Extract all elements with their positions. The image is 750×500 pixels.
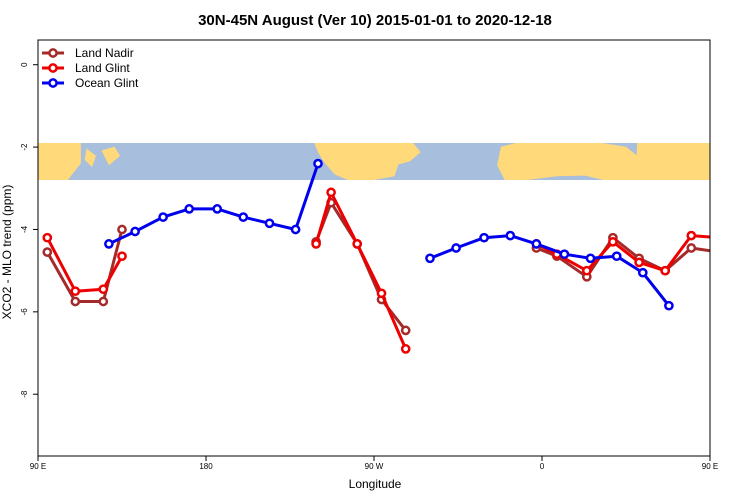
x-tick-label-3: 0	[540, 462, 545, 471]
land-nadir-seg0-point-2	[98, 296, 109, 307]
ocean-glint-seg1-point-2	[479, 232, 489, 243]
land-glint-seg1-point-1	[326, 187, 336, 198]
y-tick-label-4: -8	[20, 390, 29, 398]
ocean-glint-seg0-point-4	[212, 204, 223, 214]
ocean-glint-seg1-point-3	[505, 230, 516, 241]
land-glint-seg2-point-6	[686, 230, 697, 241]
land-nadir-seg0-point-3	[117, 224, 127, 235]
map-land-asia-west	[38, 143, 81, 180]
legend-marker-ocean-glint	[48, 78, 58, 88]
y-tick-label-1: -2	[20, 143, 29, 151]
legend-label-ocean-glint: Ocean Glint	[75, 76, 139, 90]
land-glint-seg2-point-2	[581, 265, 592, 276]
x-axis-label: Longitude	[349, 477, 402, 491]
x-tick-label-0: 90 E	[30, 462, 46, 471]
ocean-glint-seg1-point-8	[637, 267, 648, 278]
land-glint-seg1-point-2	[352, 239, 363, 249]
plot-lines	[42, 158, 710, 354]
ocean-glint-seg1-point-9	[664, 300, 674, 311]
ocean-glint-seg1-point-0	[425, 253, 435, 264]
land-glint-seg0-point-0	[42, 232, 53, 243]
ocean-glint-seg0-point-8	[313, 158, 323, 169]
land-glint-seg0-point-2	[98, 284, 109, 295]
y-tick-label-0: 0	[20, 62, 29, 67]
land-nadir-seg1-point-4	[400, 325, 411, 336]
land-glint-seg1-point-3	[376, 288, 387, 299]
land-glint-seg0-point-1	[70, 286, 81, 297]
chart-title: 30N-45N August (Ver 10) 2015-01-01 to 20…	[198, 12, 552, 29]
ocean-glint-seg1-point-1	[451, 243, 461, 253]
x-axis: 90 E 180 90 W 0 90 E	[30, 456, 718, 471]
ocean-glint-seg1-line	[429, 234, 671, 307]
land-nadir-seg0-point-0	[42, 247, 53, 257]
legend-marker-land-nadir	[48, 48, 58, 58]
ocean-glint-seg1-point-7	[611, 251, 622, 262]
ocean-glint-seg0-point-5	[238, 212, 249, 222]
land-glint-seg0-point-3	[117, 251, 127, 262]
land-nadir-seg0-line	[45, 229, 124, 303]
ocean-glint-seg1-point-4	[531, 239, 542, 249]
ocean-glint-seg1-point-6	[585, 253, 596, 264]
land-glint-seg0-line	[45, 237, 124, 293]
y-axis: 0 -2 -4 -6 -8	[20, 62, 38, 398]
x-tick-label-4: 90 E	[702, 462, 718, 471]
y-axis-label: XCO2 - MLO trend (ppm)	[0, 185, 14, 320]
map-land-korea-west	[84, 148, 96, 168]
y-tick-label-2: -4	[20, 225, 29, 233]
y-tick-label-3: -6	[20, 308, 29, 316]
land-glint-seg1-point-4	[400, 344, 411, 354]
land-glint-seg1-point-0	[311, 239, 321, 249]
map-land-japan-west	[101, 146, 121, 166]
map-land-north-america	[314, 143, 421, 180]
ocean-glint-seg1-point-5	[559, 249, 570, 260]
ocean-glint-seg0-point-0	[104, 239, 114, 249]
x-tick-label-2: 90 W	[365, 462, 384, 471]
land-nadir-seg0-point-1	[70, 296, 81, 307]
legend-marker-land-glint	[48, 63, 58, 73]
map-land-eurasia-africa	[497, 143, 664, 180]
map-band	[38, 142, 710, 181]
ocean-glint-seg0-point-6	[264, 218, 275, 229]
legend-label-land-glint: Land Glint	[75, 61, 130, 75]
ocean-glint-seg0-point-2	[158, 212, 168, 222]
x-tick-label-1: 180	[199, 462, 213, 471]
map-land-asia-east	[635, 143, 710, 180]
ocean-glint-seg0-point-1	[130, 226, 140, 237]
land-glint-seg2-point-5	[660, 265, 671, 276]
land-nadir-seg2-point-6	[686, 243, 697, 253]
land-glint-seg2-point-4	[634, 257, 644, 268]
ocean-glint-seg0-point-3	[184, 204, 195, 214]
map-band-content	[38, 142, 710, 181]
ocean-glint-seg0-point-7	[290, 224, 301, 235]
legend-label-land-nadir: Land Nadir	[75, 46, 134, 60]
plot-area	[42, 158, 710, 354]
land-glint-seg2-point-3	[608, 236, 618, 247]
